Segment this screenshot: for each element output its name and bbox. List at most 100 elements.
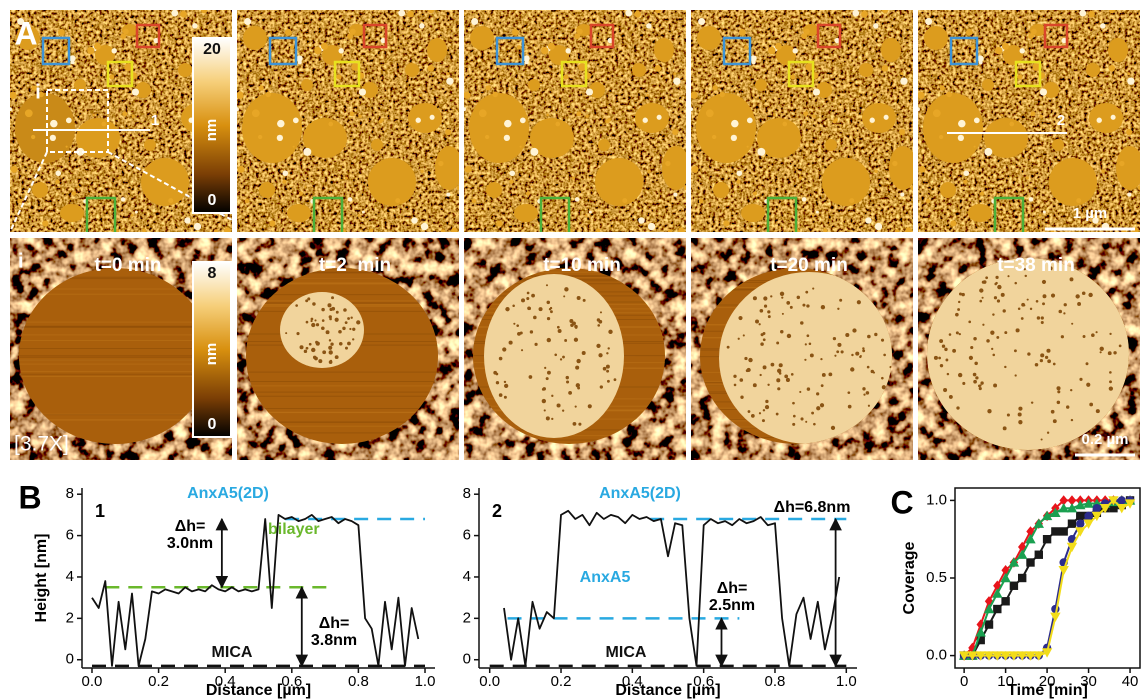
- defect: [546, 416, 550, 420]
- x-tick-label: 0.0: [82, 673, 103, 690]
- particle: [712, 135, 716, 139]
- particle: [689, 107, 693, 111]
- particle: [77, 186, 79, 188]
- particle: [299, 191, 303, 195]
- defect: [975, 376, 978, 379]
- defect: [979, 387, 982, 390]
- defect: [1053, 419, 1057, 423]
- defect: [322, 350, 326, 354]
- particle: [723, 220, 729, 226]
- defect: [855, 352, 859, 356]
- particle: [258, 135, 262, 139]
- particle: [395, 198, 400, 203]
- defect: [1075, 294, 1079, 298]
- defect: [811, 412, 814, 415]
- particle: [979, 60, 983, 64]
- defect: [527, 292, 530, 295]
- defect: [944, 348, 947, 351]
- particle: [171, 10, 178, 17]
- particle: [112, 48, 117, 53]
- particle: [1009, 122, 1014, 127]
- defect: [345, 347, 348, 350]
- particle: [236, 13, 238, 15]
- particle: [293, 146, 295, 148]
- defect: [526, 297, 529, 300]
- particle: [55, 180, 59, 184]
- particle: [1079, 10, 1086, 17]
- defect: [959, 333, 961, 335]
- domain: [654, 38, 674, 62]
- defect: [784, 374, 788, 378]
- particle: [803, 111, 808, 116]
- particle: [1109, 7, 1115, 13]
- particle: [92, 114, 95, 117]
- defect: [771, 363, 775, 367]
- defect: [1083, 335, 1086, 338]
- defect: [983, 280, 987, 284]
- particle: [566, 48, 571, 53]
- particle: [731, 135, 737, 141]
- defect: [573, 422, 577, 426]
- defect: [759, 323, 761, 325]
- defect: [328, 346, 332, 350]
- defect: [762, 419, 765, 422]
- particle: [690, 92, 697, 99]
- particle: [1000, 114, 1003, 117]
- defect: [1014, 349, 1017, 352]
- profile-number: 2: [1057, 112, 1065, 129]
- defect: [608, 330, 612, 334]
- defect: [845, 333, 849, 337]
- defect: [968, 321, 971, 324]
- particle: [1040, 88, 1047, 95]
- particle: [758, 186, 760, 188]
- defect: [952, 349, 956, 353]
- region-label: i: [35, 81, 41, 103]
- defect: [606, 352, 608, 354]
- defect: [1109, 333, 1111, 335]
- defect: [746, 369, 749, 372]
- defect: [761, 333, 764, 336]
- particle: [985, 186, 987, 188]
- particle: [63, 45, 67, 49]
- particle: [895, 229, 900, 234]
- particle: [420, 170, 423, 173]
- domain: [32, 182, 48, 198]
- particle: [958, 135, 964, 141]
- domain: [141, 158, 189, 206]
- defect: [956, 406, 959, 409]
- particle: [1028, 33, 1034, 39]
- defect: [797, 296, 800, 299]
- particle: [349, 111, 354, 116]
- particle: [339, 48, 344, 53]
- zoom-label: [3.7X]: [14, 433, 69, 456]
- particle: [668, 229, 673, 234]
- defect: [533, 316, 537, 320]
- defect: [534, 343, 537, 346]
- defect: [335, 355, 339, 359]
- particle: [380, 118, 383, 121]
- y-tick-label: 0: [66, 651, 74, 668]
- defect: [1004, 331, 1007, 334]
- particle: [813, 88, 820, 95]
- defect: [862, 387, 865, 390]
- particle: [463, 13, 465, 15]
- defect: [566, 380, 569, 383]
- point: [1084, 512, 1092, 520]
- particle: [673, 193, 677, 197]
- defect: [945, 359, 948, 362]
- defect: [504, 396, 507, 399]
- particle: [486, 85, 491, 90]
- y-tick-label: 8: [463, 485, 471, 502]
- particle: [747, 117, 753, 123]
- defect: [883, 354, 886, 357]
- particle: [168, 198, 173, 203]
- particle: [428, 7, 434, 13]
- particle: [303, 148, 311, 156]
- particle: [463, 92, 470, 99]
- particle: [541, 47, 548, 54]
- domain: [825, 139, 837, 151]
- protein-patch: [280, 292, 364, 368]
- defect: [799, 391, 801, 393]
- particle: [646, 23, 651, 28]
- domain: [741, 204, 765, 222]
